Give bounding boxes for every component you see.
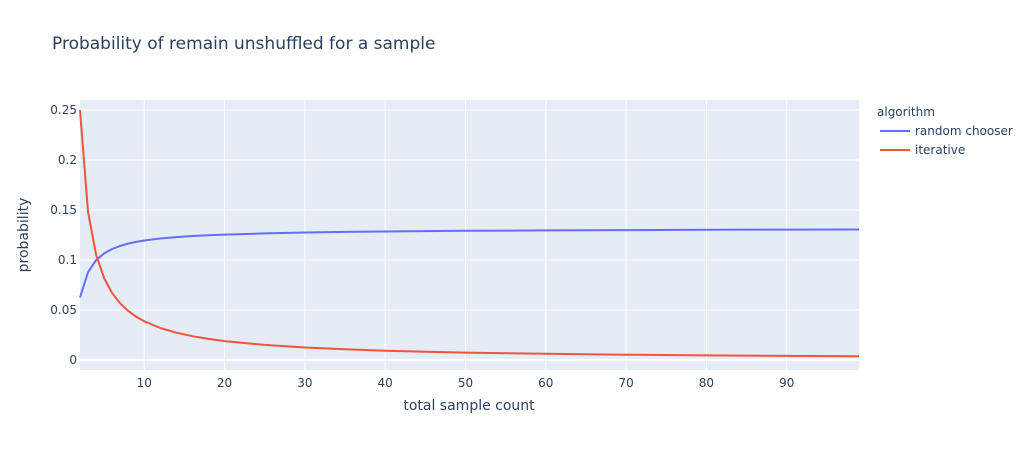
x-tick-label: 40 bbox=[378, 376, 393, 390]
series-lines bbox=[79, 109, 860, 358]
y-tick-label: 0.1 bbox=[58, 253, 77, 267]
y-tick-label: 0.25 bbox=[50, 103, 77, 117]
x-tick-label: 80 bbox=[699, 376, 714, 390]
y-axis-ticks: 0 0.05 0.1 0.15 0.2 0.25 bbox=[50, 103, 77, 367]
x-tick-label: 50 bbox=[458, 376, 473, 390]
y-tick-label: 0.15 bbox=[50, 203, 77, 217]
x-tick-label: 60 bbox=[538, 376, 553, 390]
legend-title: algorithm bbox=[877, 105, 935, 119]
y-tick-label: 0 bbox=[69, 353, 77, 367]
x-axis-ticks: 10 20 30 40 50 60 70 80 90 bbox=[137, 376, 795, 390]
legend-label-random-chooser: random chooser bbox=[915, 124, 1013, 138]
y-axis-title: probability bbox=[16, 198, 32, 273]
x-axis-title: total sample count bbox=[403, 398, 535, 414]
x-tick-label: 20 bbox=[217, 376, 232, 390]
x-tick-label: 10 bbox=[137, 376, 152, 390]
series-line-iterative bbox=[79, 109, 860, 358]
y-tick-label: 0.05 bbox=[50, 303, 77, 317]
x-tick-label: 90 bbox=[779, 376, 794, 390]
x-tick-label: 30 bbox=[297, 376, 312, 390]
y-tick-label: 0.2 bbox=[58, 153, 77, 167]
legend-label-iterative: iterative bbox=[915, 143, 965, 157]
legend: algorithm random chooser iterative bbox=[877, 105, 1013, 157]
grid-lines bbox=[80, 100, 859, 370]
chart-title: Probability of remain unshuffled for a s… bbox=[52, 34, 436, 54]
series-line-random-chooser bbox=[79, 228, 860, 298]
x-tick-label: 70 bbox=[618, 376, 633, 390]
